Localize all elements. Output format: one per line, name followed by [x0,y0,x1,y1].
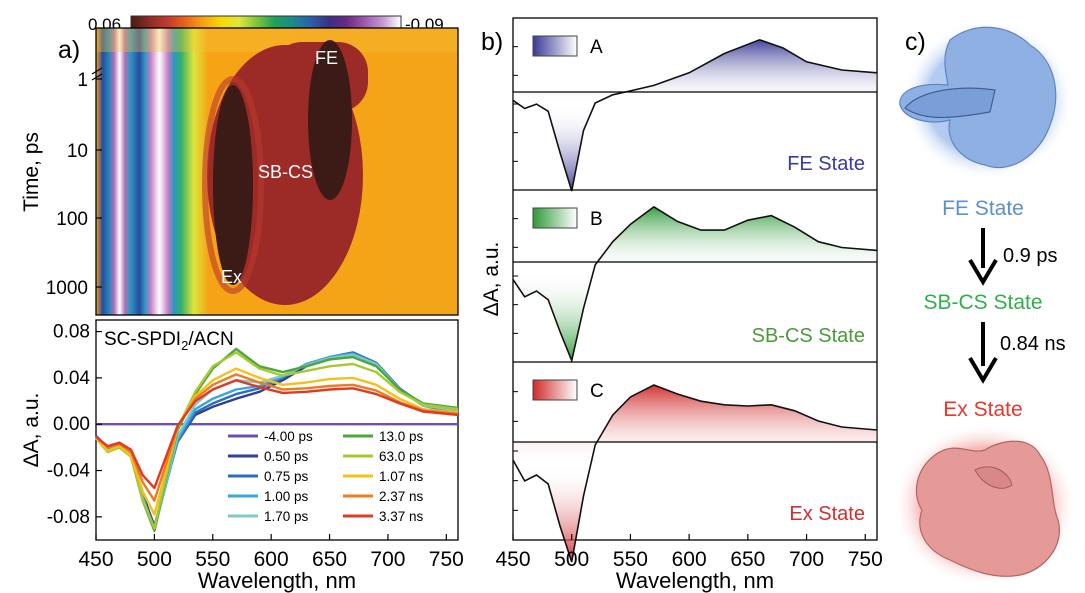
spectra-ytick-1: 0.04 [53,368,90,389]
kinetic-scheme: FE State 0.9 ps SB-CS State 0.84 ns Ex S… [893,20,1077,587]
components-panel: A FE State B SB-CS State C Ex State 450 500 550… [480,17,883,593]
component-trace-1 [512,205,878,364]
component-legend-swatch-2 [532,379,578,401]
component-trace-2 [512,384,878,563]
spectra-series-9 [95,379,459,490]
panel-label-a: a) [58,36,80,64]
heatmap-region-ex [213,85,253,285]
heatmap-annotation-sbcs: SB-CS [258,162,313,182]
spectra-xtick-6: 750 [429,548,464,571]
scheme-sbcs-label: SB-CS State [923,291,1042,314]
spectra-legend-label-8: 2.37 ns [379,489,424,504]
components-xtick-6: 750 [848,548,883,571]
spectra-xtick-4: 650 [312,548,347,571]
components-ylabel: ΔA, a.u. [480,242,503,317]
components-xtick-1: 500 [554,548,589,571]
spectra-xticks: 450 500 550 600 650 700 750 [78,534,464,571]
ex-molecule-body [915,440,1060,577]
heatmap-annotation-fe: FE [315,48,338,68]
fe-molecule-arm [904,87,996,119]
ex-molecule-inner-fold [974,466,1013,489]
panel-label-c: c) [905,28,926,56]
scheme-ex-label: Ex State [943,398,1022,421]
spectra-title-subscript: 2 [181,338,188,353]
component-fill-1 [513,206,877,361]
fe-state-molecule [899,20,1074,180]
arrow-1-head [968,258,998,286]
arrow-1 [968,228,998,286]
scheme-arrow-2-label: 0.84 ns [1000,333,1066,355]
spectra-xlabel: Wavelength, nm [198,568,356,593]
component-state-label-0: FE State [787,153,865,175]
spectra-legend-label-0: -4.00 ps [264,429,313,444]
spectra-legend-label-4: 1.70 ps [264,509,309,524]
spectra-title-solvent: /ACN [188,329,233,350]
spectra-xtick-2: 550 [195,548,230,571]
spectra-xtick-0: 450 [78,548,113,571]
spectra-ytick-3: -0.04 [47,461,91,482]
spectra-xtick-3: 600 [254,548,289,571]
spectra-xtick-1: 500 [137,548,172,571]
spectra-ytick-0: 0.08 [53,322,90,343]
spectra-legend-label-1: 0.50 ps [264,449,309,464]
heatmap-ytick-marks [96,78,102,288]
scheme-fe-label: FE State [942,197,1024,220]
spectra-legend-label-2: 0.75 ps [264,469,309,484]
heatmap-frame [95,27,459,316]
spectra-ylabel: ΔA, a.u. [20,393,43,468]
heatmap-ytick-100: 100 [56,209,88,230]
component-legend-swatch-0 [532,35,578,57]
arrow-2 [968,322,998,384]
components-xtick-5: 700 [789,548,824,571]
spectra-yticks: 0.08 0.04 0.00 -0.04 -0.08 [47,322,102,528]
spectra-legend-label-6: 63.0 ps [379,449,424,464]
spectra-xtick-5: 700 [370,548,405,571]
heatmap-annotation-ex: Ex [221,267,242,287]
component-state-label-2: Ex State [789,503,865,525]
spectra-legend-label-5: 13.0 ps [379,429,424,444]
component-state-label-1: SB-CS State [752,325,865,347]
panel-label-b: b) [481,28,503,56]
components-xtick-0: 450 [495,548,530,571]
components-xtick-4: 650 [730,548,765,571]
spectra-frame [95,319,459,541]
spectra-ytick-4: -0.08 [47,507,90,528]
components-traces: A FE State B SB-CS State C Ex State [512,35,878,563]
axis-break-marks [91,67,103,81]
spectra-legend: -4.00 ps 0.50 ps 0.75 ps 1.00 ps 1.70 ps 13.0… [228,429,424,524]
component-legend-label-0: A [590,37,603,58]
spectra-panel: SC-SPDI2/ACN 0.08 0.04 0.00 -0.04 -0.08 450 5… [20,319,464,593]
spectra-title: SC-SPDI2/ACN [104,329,234,353]
spectra-series-7 [95,367,459,516]
spectra-legend-label-7: 1.07 ns [379,469,424,484]
component-fill-0 [513,39,877,191]
spectra-legend-label-3: 1.00 ps [264,489,309,504]
spectra-series [95,347,459,532]
heatmap-ytick-1000: 1000 [46,278,88,299]
spectra-ytick-2: 0.00 [53,414,90,435]
component-fill-2 [513,385,877,562]
scheme-arrow-1-label: 0.9 ps [1003,245,1057,267]
arrow-2-head [968,356,998,384]
component-trace-0 [512,38,878,192]
component-legend-swatch-1 [532,207,578,229]
component-legend-label-2: C [590,381,604,402]
ex-state-molecule [893,423,1077,587]
heatmap-ylabel: Time, ps [20,132,43,212]
spectra-legend-label-9: 3.37 ns [379,509,424,524]
component-legend-label-1: B [590,209,603,230]
components-xtick-2: 550 [613,548,648,571]
heatmap-region-fe [308,40,352,200]
heatmap-halo-ex [202,76,264,294]
heatmap: FE SB-CS Ex 1 10 100 1000 Time, ps [20,27,459,316]
heatmap-ytick-10: 10 [67,141,88,162]
heatmap-ytick-1: 1 [77,70,88,91]
components-xlabel: Wavelength, nm [616,568,774,593]
components-xtick-3: 600 [672,548,707,571]
components-xticks: 450 500 550 600 650 700 750 [495,534,883,571]
spectra-series-8 [95,373,459,502]
